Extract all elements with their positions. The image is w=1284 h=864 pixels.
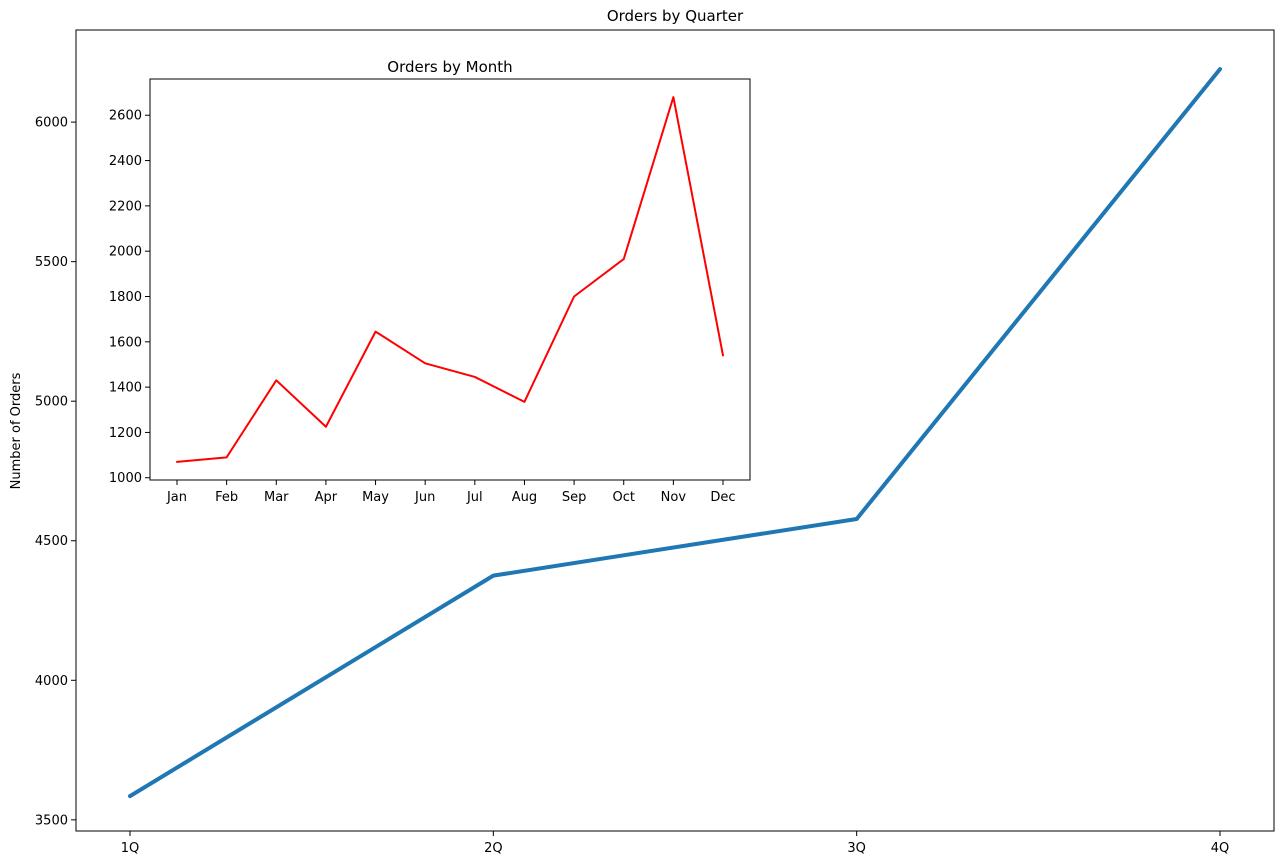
inset-x-tick-label: Jun	[414, 490, 435, 505]
main-x-tick-label: 2Q	[484, 841, 503, 856]
inset-x-tick-label: Apr	[315, 490, 338, 505]
inset-y-tick-label: 2000	[109, 245, 142, 260]
inset-x-tick-label: Nov	[661, 490, 687, 505]
inset-x-tick-label: Feb	[215, 490, 238, 505]
main-y-tick-label: 4000	[35, 674, 68, 689]
main-y-tick-label: 5000	[35, 395, 68, 410]
inset-x-tick-label: Jan	[166, 490, 187, 505]
main-x-tick-label: 3Q	[847, 841, 866, 856]
main-y-tick-label: 4500	[35, 534, 68, 549]
inset-series-line-0	[176, 96, 724, 463]
main-chart-series	[128, 67, 1222, 799]
inset-chart-title: Orders by Month	[387, 58, 512, 76]
inset-x-tick-label: Oct	[612, 490, 634, 505]
main-chart-frame	[75, 29, 1275, 832]
inset-x-tick-label: Sep	[562, 490, 587, 505]
inset-chart-series	[176, 96, 724, 463]
main-chart-y-axis-label: Number of Orders	[9, 372, 24, 489]
inset-y-tick-label: 1600	[109, 335, 142, 350]
inset-y-tick-label: 2600	[109, 109, 142, 124]
inset-x-tick-label: Jul	[466, 490, 483, 505]
inset-y-tick-label: 1200	[109, 426, 142, 441]
inset-x-tick-label: May	[362, 490, 389, 505]
inset-y-tick-label: 1000	[109, 471, 142, 486]
inset-y-tick-label: 1800	[109, 290, 142, 305]
main-chart-title: Orders by Quarter	[607, 7, 744, 25]
main-y-tick-label: 5500	[35, 255, 68, 270]
inset-x-tick-label: Dec	[710, 490, 735, 505]
main-chart: Orders by Quarter Number of Orders 3500 4…	[9, 7, 1275, 856]
main-x-tick-label: 4Q	[1211, 841, 1230, 856]
inset-chart-frame	[149, 78, 751, 481]
inset-chart: Orders by Month 1000 1200 1400 1600 1800 2000…	[109, 58, 751, 505]
inset-chart-background	[150, 79, 750, 480]
inset-y-tick-label: 1400	[109, 381, 142, 396]
inset-x-tick-label: Mar	[264, 490, 289, 505]
main-y-tick-label: 6000	[35, 116, 68, 131]
main-x-tick-label: 1Q	[121, 841, 140, 856]
main-y-tick-label: 3500	[35, 813, 68, 828]
inset-chart-y-ticks: 1000 1200 1400 1600 1800 2000 2200 2400 2600	[109, 109, 150, 486]
main-series-line-0	[128, 67, 1222, 799]
inset-x-tick-label: Aug	[512, 490, 537, 505]
inset-y-tick-label: 2200	[109, 199, 142, 214]
main-chart-y-ticks: 3500 4000 4500 5000 5500 6000	[35, 116, 76, 828]
main-chart-x-ticks: 1Q 2Q 3Q 4Q	[121, 831, 1230, 856]
inset-chart-x-ticks: Jan Feb Mar Apr May Jun Jul Aug Sep Oct Nov Dec	[166, 480, 736, 505]
inset-y-tick-label: 2400	[109, 154, 142, 169]
